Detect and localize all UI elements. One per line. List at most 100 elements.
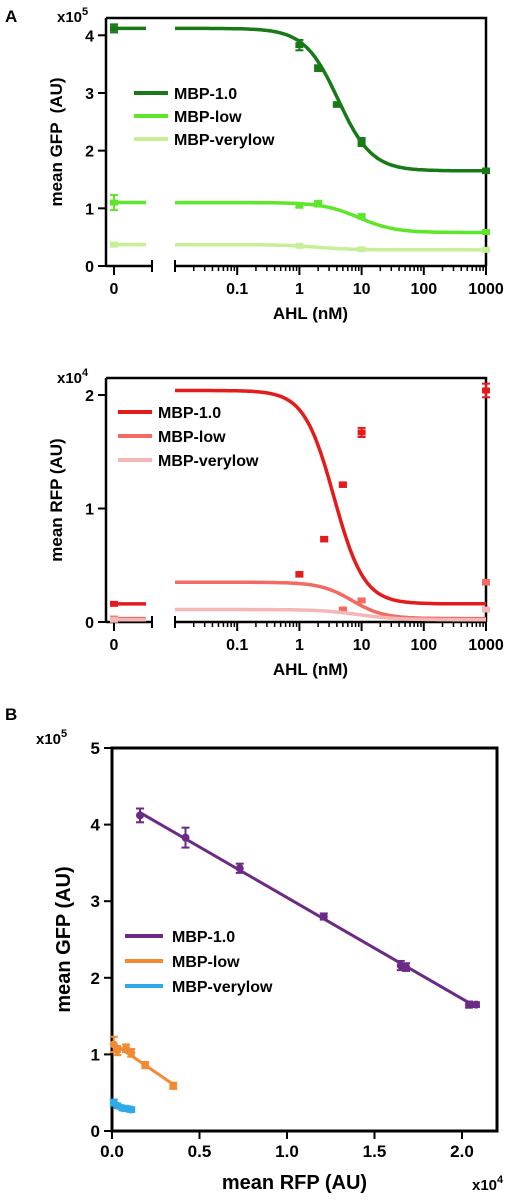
x-tick-label: 1 (295, 637, 304, 654)
data-point (338, 481, 347, 488)
data-point (110, 600, 118, 607)
x-axis-multiplier: x104 (472, 1174, 504, 1194)
y-axis-multiplier-exponent: 5 (61, 728, 67, 740)
data-point (357, 139, 366, 145)
y-tick-label: 2 (85, 144, 94, 161)
series-mbp-verylow: MBP-verylow (110, 453, 490, 623)
data-point (314, 200, 323, 207)
x-tick-label: 100 (410, 637, 437, 654)
x-tick-label: 0 (110, 637, 119, 654)
data-point (357, 213, 366, 220)
y-tick-label: 5 (91, 739, 100, 758)
rfp-chart: 0 1 2 0 0.1 1 10 100 1000 AHL (nM) mean RFP (AU) x1… (47, 367, 504, 679)
data-point (482, 387, 490, 394)
panel-letter-a: A (5, 7, 17, 26)
data-point (482, 579, 490, 586)
data-point (295, 202, 304, 209)
gfp-vs-rfp-chart: 0 1 2 3 4 5 0.0 0.5 1.0 1.5 2.0 mean RFP (AU) mean G… (36, 728, 504, 1194)
series-fit-curve (175, 26, 486, 173)
x-tick-label: 1.5 (363, 1142, 387, 1161)
data-point (141, 1061, 150, 1070)
data-point (295, 42, 304, 49)
legend-label: MBP-1.0 (158, 405, 221, 422)
series-mbp-verylow: MBP-verylow (109, 979, 273, 1114)
data-point (122, 1044, 130, 1053)
y-axis-multiplier-exponent: 4 (82, 367, 89, 379)
x-tick-label: 10 (353, 281, 371, 298)
data-point (113, 1046, 122, 1055)
data-point (110, 616, 118, 623)
x-axis-multiplier-exponent: 4 (497, 1174, 504, 1186)
data-point (338, 606, 347, 613)
y-tick-label: 0 (91, 1122, 100, 1141)
y-axis-multiplier-exponent: 5 (82, 6, 88, 18)
legend-label: MBP-verylow (172, 979, 273, 996)
data-point (357, 429, 366, 436)
data-point (482, 228, 490, 235)
x-tick-label: 0.1 (226, 281, 248, 298)
data-point (314, 65, 323, 72)
legend-label: MBP-1.0 (172, 929, 235, 946)
series-mbp-1.0: MBP-1.0 (125, 807, 480, 1009)
series-mbp-low: MBP-low (110, 109, 490, 235)
x-axis-label: AHL (nM) (273, 660, 348, 679)
x-tick-label: 0 (110, 281, 119, 298)
panel-letter-b: B (5, 705, 17, 724)
y-tick-label: 1 (85, 502, 94, 519)
y-tick-label: 0 (85, 259, 94, 276)
x-tick-label: 1 (295, 281, 304, 298)
x-tick-label: 0.1 (226, 637, 248, 654)
series-fit-curve (175, 200, 486, 235)
x-tick-label: 10 (353, 637, 371, 654)
data-point (472, 1000, 480, 1009)
series-fit-curve (175, 242, 486, 252)
data-point (169, 1081, 178, 1090)
data-point (320, 536, 329, 543)
data-point (127, 1105, 136, 1114)
series-mbp-low: MBP-low (109, 954, 240, 1090)
data-point (235, 864, 244, 873)
data-point (357, 246, 366, 253)
x-tick-label: 0.5 (188, 1142, 212, 1161)
plot-frame (106, 16, 488, 266)
x-tick-label: 1000 (468, 637, 504, 654)
data-point (110, 241, 118, 248)
x-tick-label: 0.0 (100, 1142, 124, 1161)
data-point (110, 25, 118, 32)
y-tick-label: 0 (85, 615, 94, 632)
data-point (110, 199, 118, 206)
plot-frame (106, 376, 488, 622)
x-tick-label: 1.0 (275, 1142, 299, 1161)
plot-frame (110, 746, 499, 1133)
series-mbp-1.0: MBP-1.0 (110, 382, 490, 607)
y-tick-label: 1 (85, 201, 94, 218)
data-point (295, 571, 304, 578)
legend-label: MBP-low (174, 109, 242, 126)
legend-label: MBP-1.0 (174, 86, 237, 103)
legend-label: MBP-verylow (174, 132, 275, 149)
series-fit-curve (175, 607, 486, 622)
series-fit-curve (175, 388, 486, 606)
y-axis-multiplier: x105 (36, 728, 67, 748)
series-fit-line (139, 811, 477, 1009)
data-point (402, 963, 410, 972)
data-point (181, 833, 190, 842)
series-mbp-1.0: MBP-1.0 (110, 23, 490, 175)
y-axis-multiplier: x105 (57, 6, 88, 26)
y-tick-label: 3 (91, 892, 100, 911)
data-point (482, 606, 490, 613)
legend-label: MBP-low (172, 954, 240, 971)
data-point (136, 811, 144, 820)
y-tick-label: 2 (85, 388, 94, 405)
y-axis-label: mean GFP (AU) (47, 77, 66, 206)
data-point (357, 597, 366, 604)
data-point (127, 1048, 136, 1057)
y-tick-label: 2 (91, 969, 100, 988)
gfp-chart: 0 1 2 3 4 0 0.1 1 10 100 1000 AHL (nM) mean GFP (AU)… (47, 6, 504, 323)
legend-label: MBP-low (158, 429, 226, 446)
data-point (482, 167, 490, 174)
data-point (295, 242, 304, 249)
x-tick-label: 2.0 (450, 1142, 474, 1161)
